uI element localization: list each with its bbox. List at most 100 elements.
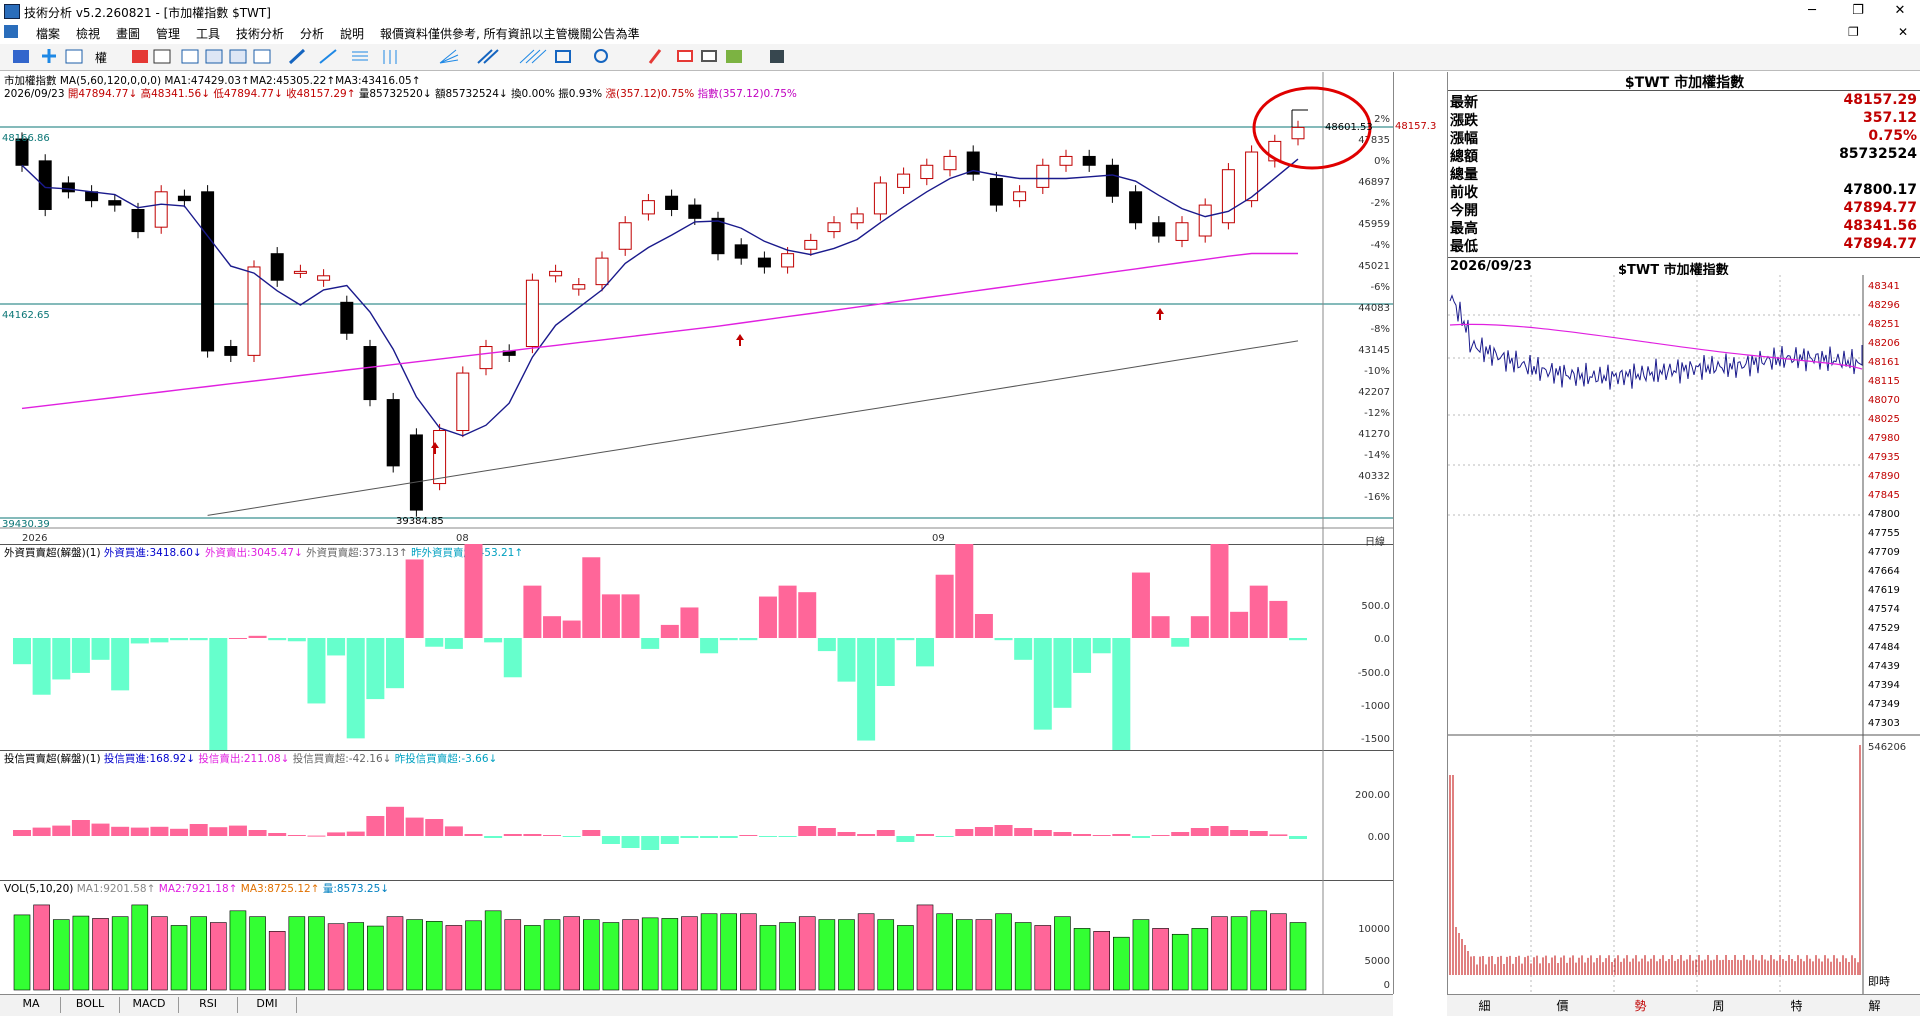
- mdi-restore-button[interactable]: ❐: [1848, 25, 1859, 39]
- intraday-bg: [1448, 275, 1920, 994]
- trust-bar: [13, 830, 31, 836]
- y-tick: -500.0: [1358, 668, 1390, 679]
- info-amount: 額85732524↓: [434, 88, 508, 100]
- quote-label: 總量: [1450, 167, 1478, 183]
- line-tool-icon[interactable]: [319, 49, 337, 64]
- foreign-investor-pane[interactable]: 外資買賣超(解盤)(1) 外資買進:3418.60↓ 外資賣出:3045.47↓…: [0, 544, 1393, 751]
- volume-bar: [779, 922, 796, 991]
- trust-bars[interactable]: 200.00 0.00: [0, 750, 1393, 880]
- tab-solve[interactable]: 解: [1868, 999, 1881, 1013]
- vertical-line-icon[interactable]: [383, 50, 397, 64]
- intraday-chart[interactable]: 48341 48296 48251 48206 48161 48115 48070 48025…: [1448, 275, 1920, 994]
- tab-week[interactable]: 周: [1712, 999, 1725, 1013]
- horizontal-line-icon[interactable]: [352, 51, 368, 61]
- candle: [618, 222, 632, 250]
- menu-draw[interactable]: 畫圖: [116, 27, 141, 41]
- menu-file[interactable]: 檔案: [36, 27, 61, 41]
- intraday-y-tick: 47619: [1868, 585, 1900, 596]
- menu-view[interactable]: 檢視: [76, 27, 101, 41]
- save-icon[interactable]: [770, 50, 784, 63]
- menu-analysis[interactable]: 分析: [300, 27, 325, 41]
- tab-price[interactable]: 價: [1556, 999, 1569, 1013]
- trust-bar: [189, 824, 208, 836]
- volume-bar: [1250, 910, 1268, 991]
- tab-ma[interactable]: MA: [2, 997, 61, 1013]
- candle: [850, 213, 864, 224]
- tab-detail[interactable]: 細: [1478, 999, 1491, 1013]
- menu-help[interactable]: 說明: [340, 27, 365, 41]
- candle: [1175, 222, 1189, 241]
- volume-bar: [1270, 913, 1287, 991]
- quote-value: 357.12: [1862, 110, 1917, 126]
- crosshair-icon[interactable]: [42, 49, 56, 63]
- intraday-vol-label: 即時: [1868, 975, 1890, 988]
- color-palette-icon[interactable]: [726, 50, 742, 63]
- window-2-icon[interactable]: [205, 49, 223, 64]
- candle: [1013, 191, 1027, 202]
- window-3-icon[interactable]: [229, 49, 247, 64]
- trust-pane[interactable]: 投信買賣超(解盤)(1) 投信買進:168.92↓ 投信賣出:211.08↓ 投…: [0, 750, 1393, 881]
- intraday-vol-max: 546206: [1868, 742, 1906, 753]
- price-pane[interactable]: 市加權指數 MA(5,60,120,0,0,0) MA1:47429.03↑MA…: [0, 72, 1436, 548]
- chart-settings-icon[interactable]: [13, 50, 29, 63]
- foreign-bar: [994, 638, 1013, 641]
- quote-label: 前收: [1450, 185, 1478, 201]
- menu-manage[interactable]: 管理: [156, 27, 181, 41]
- window-4-icon[interactable]: [253, 49, 271, 64]
- volume-bar: [681, 916, 698, 991]
- close-button[interactable]: ✕: [1894, 3, 1906, 18]
- x-unit-label[interactable]: 日線: [1365, 537, 1385, 548]
- stock-select-icon[interactable]: [132, 50, 148, 63]
- candle: [711, 217, 725, 255]
- candle: [827, 222, 841, 233]
- eraser-icon[interactable]: [677, 50, 693, 62]
- foreign-bar: [52, 638, 71, 680]
- indicator-tabs: MA BOLL MACD RSI DMI: [0, 994, 1393, 1016]
- volume-bars[interactable]: 10000 5000 0: [0, 880, 1393, 994]
- trust-bar: [1190, 828, 1209, 836]
- menu-tools[interactable]: 工具: [196, 27, 221, 41]
- price-chart[interactable]: 2% 47835 0% 46897 -2% 45959 -4% 45021 -6% 44083 -8…: [0, 72, 1393, 544]
- price-info-line: 2026/09/23 開47894.77↓ 高48341.56↓ 低47894.…: [4, 86, 797, 101]
- candle: [1105, 164, 1119, 197]
- channel-icon[interactable]: [477, 49, 499, 64]
- tab-trend[interactable]: 勢: [1634, 999, 1647, 1013]
- trust-bar: [543, 835, 562, 836]
- annotation-high: 48601.53: [1325, 122, 1373, 133]
- trust-bar: [523, 834, 542, 836]
- tab-dmi[interactable]: DMI: [238, 997, 297, 1013]
- clear-icon[interactable]: [701, 50, 717, 62]
- brush-icon[interactable]: [648, 49, 662, 64]
- foreign-bar: [1014, 638, 1033, 660]
- volume-bar: [268, 931, 286, 991]
- candle: [247, 266, 261, 356]
- foreign-bar: [817, 638, 836, 652]
- tab-rsi[interactable]: RSI: [179, 997, 238, 1013]
- minimize-button[interactable]: ─: [1808, 3, 1816, 18]
- trust-bar: [621, 836, 640, 848]
- bar-chart-icon[interactable]: [65, 49, 83, 64]
- parallel-icon[interactable]: [519, 49, 547, 64]
- tab-boll[interactable]: BOLL: [61, 997, 120, 1013]
- trust-bar: [935, 836, 954, 837]
- volume-pane[interactable]: VOL(5,10,20) MA1:9201.58↑ MA2:7921.18↑ M…: [0, 880, 1393, 995]
- foreign-bars[interactable]: 500.0 0.0 -500.0 -1000 -1500: [0, 544, 1393, 750]
- tab-special[interactable]: 特: [1790, 999, 1803, 1013]
- trust-bar: [660, 836, 679, 844]
- pen-icon[interactable]: [288, 48, 306, 65]
- fan-icon[interactable]: [439, 49, 459, 64]
- y-tick: 2%: [1374, 114, 1390, 125]
- restore-button[interactable]: ❐: [1852, 3, 1864, 18]
- circle-icon[interactable]: [594, 49, 608, 63]
- rectangle-icon[interactable]: [555, 50, 571, 63]
- tab-macd[interactable]: MACD: [120, 997, 179, 1013]
- grid-icon[interactable]: [153, 49, 171, 64]
- mdi-close-button[interactable]: ✕: [1898, 25, 1909, 39]
- window-1-icon[interactable]: [181, 49, 199, 64]
- trust-bar: [778, 836, 797, 837]
- price-pane-name: 市加權指數 MA(5,60,120,0,0,0) MA1:47429.03↑MA…: [4, 75, 421, 87]
- menu-technical[interactable]: 技術分析: [236, 27, 285, 41]
- y-tick: 0.00: [1368, 832, 1390, 843]
- quote-row: 漲幅 0.75%: [1450, 128, 1919, 147]
- y-tick: 200.00: [1355, 790, 1390, 801]
